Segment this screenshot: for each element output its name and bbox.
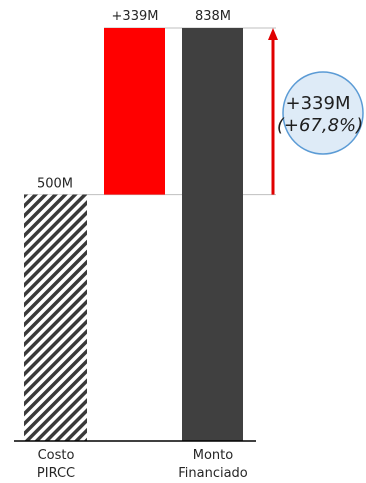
data-label-increment: +339M: [112, 9, 159, 24]
arrow-head-icon: [268, 28, 278, 40]
bar-monto-financiado: [182, 28, 243, 441]
category-label-monto-line2: Financiado: [178, 466, 248, 481]
category-label-monto-line1: Monto: [193, 448, 234, 463]
callout-circle: [282, 71, 364, 155]
callout-percent: (+67,8%): [277, 115, 363, 136]
data-label-total: 838M: [195, 9, 231, 24]
category-label-costo-line1: Costo: [38, 448, 75, 463]
bar-costo-pircc: [24, 194, 87, 441]
category-label-costo-line2: PIRCC: [37, 466, 75, 481]
data-label-base: 500M: [37, 177, 73, 192]
callout-value: +339M: [286, 93, 351, 114]
bar-increment: [104, 28, 165, 195]
